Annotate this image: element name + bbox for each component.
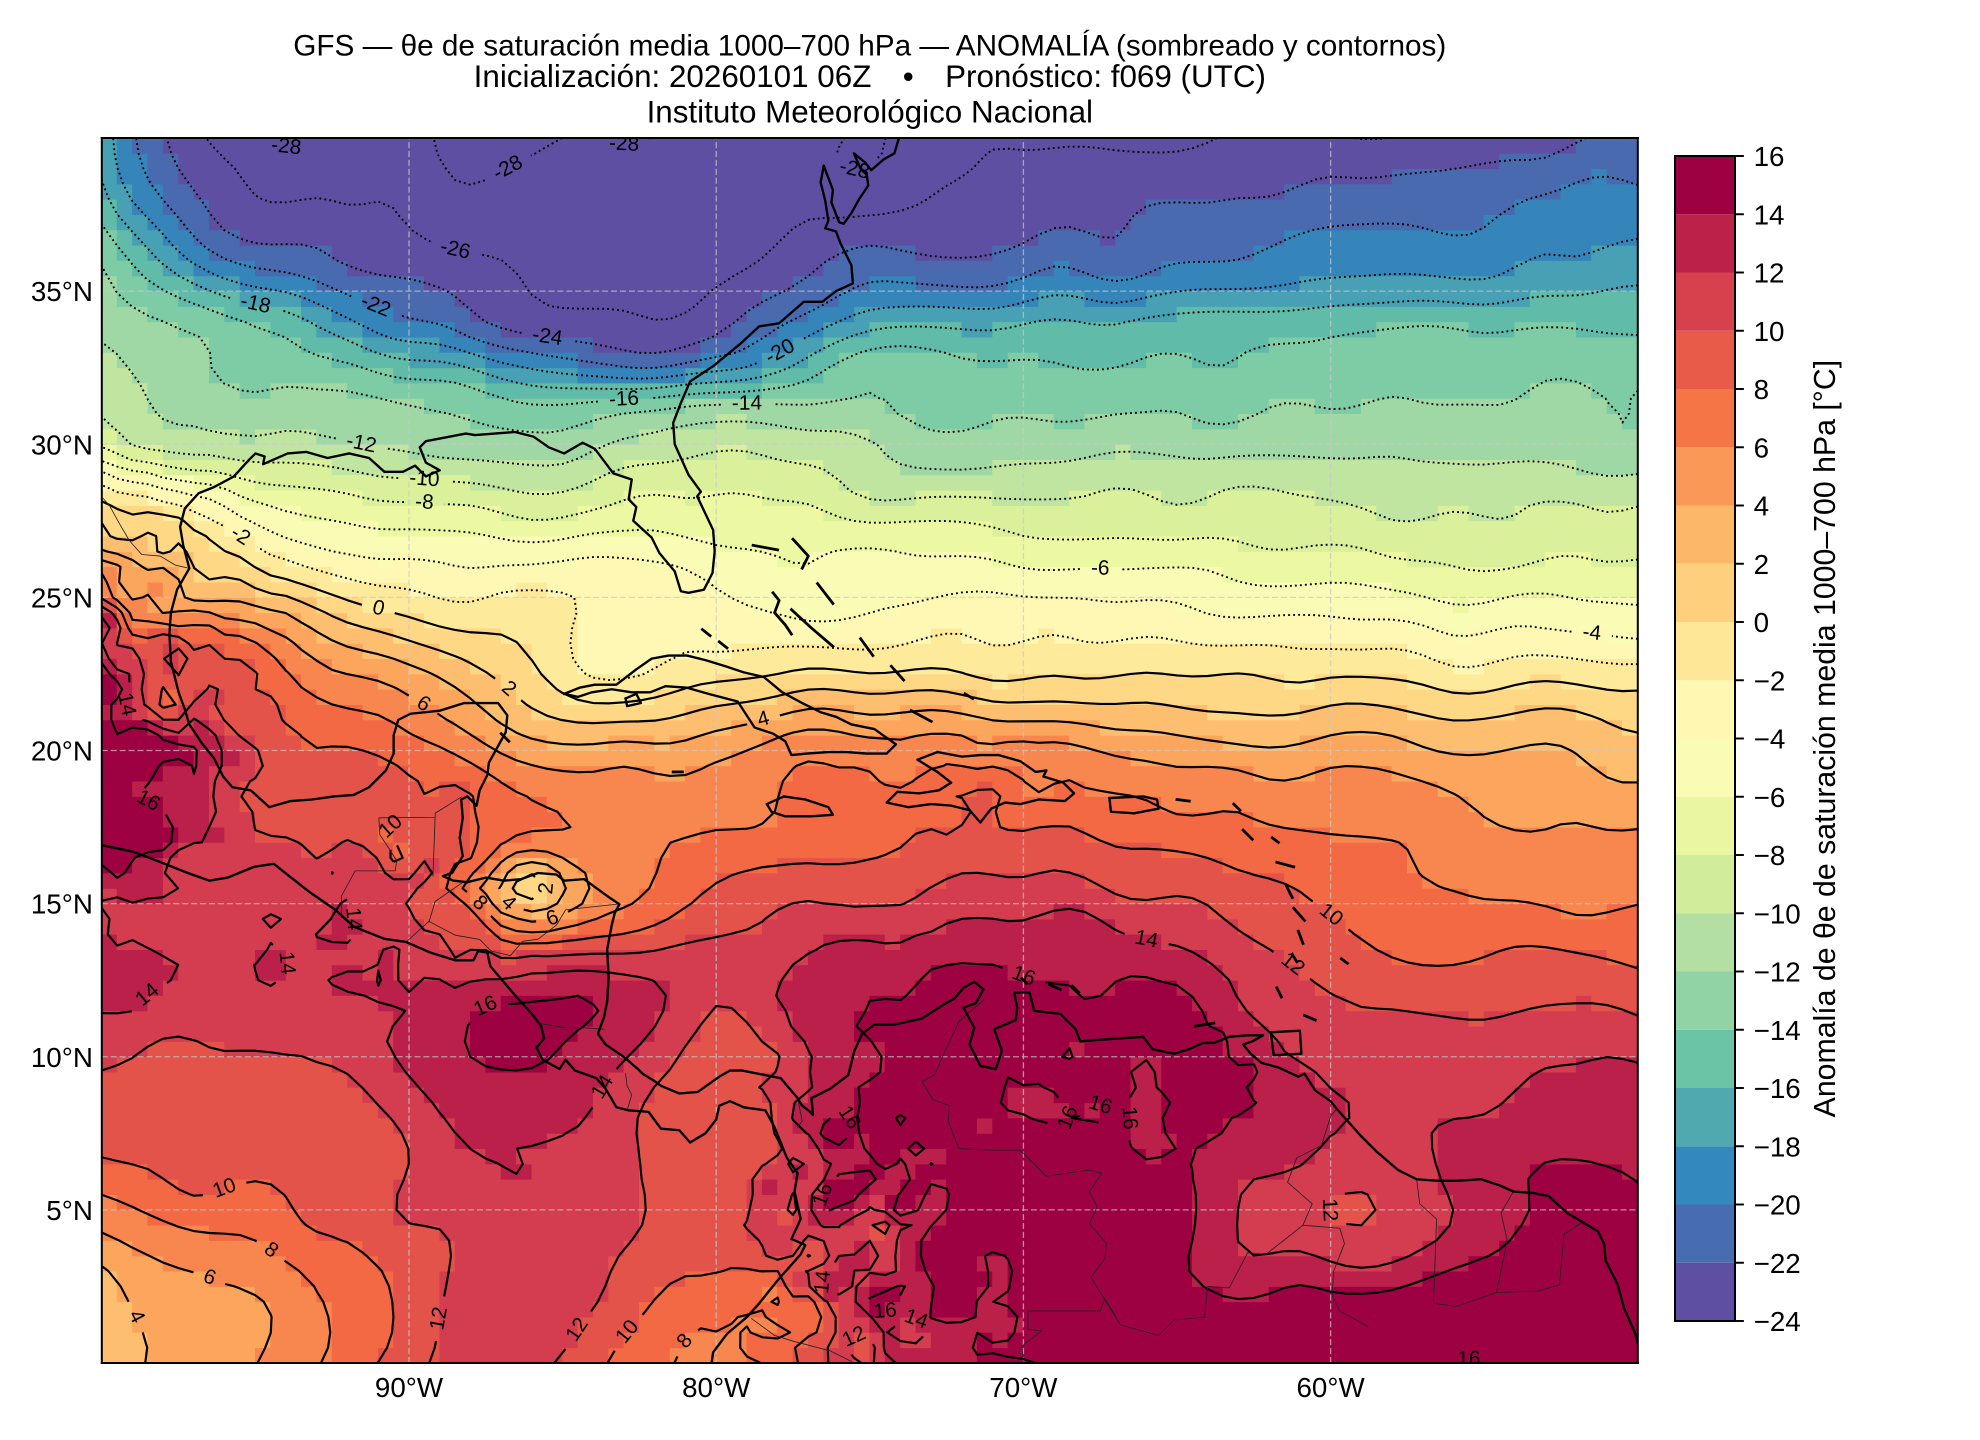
svg-text:20°N: 20°N — [31, 736, 93, 767]
svg-text:−12: −12 — [1754, 957, 1801, 988]
svg-text:35°N: 35°N — [31, 276, 93, 307]
svg-text:-14: -14 — [732, 391, 762, 414]
svg-text:10°N: 10°N — [31, 1042, 93, 1073]
svg-text:−8: −8 — [1754, 840, 1786, 871]
svg-text:80°W: 80°W — [682, 1372, 751, 1403]
svg-text:-28: -28 — [608, 131, 639, 155]
svg-text:−20: −20 — [1754, 1190, 1801, 1221]
svg-text:14: 14 — [1754, 199, 1785, 230]
svg-text:12: 12 — [1318, 1198, 1342, 1222]
svg-text:30°N: 30°N — [31, 429, 93, 460]
svg-text:−14: −14 — [1754, 1015, 1801, 1046]
svg-text:14: 14 — [810, 1269, 835, 1294]
svg-text:-8: -8 — [415, 490, 435, 514]
svg-text:4: 4 — [1754, 491, 1769, 522]
svg-text:−6: −6 — [1754, 782, 1786, 813]
svg-text:4: 4 — [755, 706, 772, 731]
svg-text:60°W: 60°W — [1296, 1372, 1365, 1403]
svg-text:-10: -10 — [409, 466, 441, 491]
svg-text:-12: -12 — [344, 429, 378, 458]
svg-text:Instituto Meteorológico Nacion: Instituto Meteorológico Nacional — [647, 95, 1093, 130]
svg-text:-24: -24 — [531, 323, 564, 350]
svg-text:70°W: 70°W — [989, 1372, 1058, 1403]
svg-text:2: 2 — [534, 881, 558, 895]
svg-text:-4: -4 — [1581, 620, 1602, 645]
svg-text:12: 12 — [1754, 258, 1785, 289]
svg-text:-6: -6 — [1091, 556, 1110, 579]
svg-text:5°N: 5°N — [46, 1195, 93, 1226]
svg-text:16: 16 — [873, 1298, 898, 1323]
svg-text:−2: −2 — [1754, 665, 1786, 696]
svg-text:16: 16 — [1754, 141, 1785, 172]
svg-text:2: 2 — [1754, 549, 1769, 580]
svg-text:−18: −18 — [1754, 1131, 1801, 1162]
svg-text:12: 12 — [425, 1305, 452, 1332]
svg-text:−24: −24 — [1754, 1306, 1801, 1337]
svg-text:GFS — θe de saturación media 1: GFS — θe de saturación media 1000–700 hP… — [293, 29, 1446, 62]
svg-text:14: 14 — [113, 691, 140, 718]
svg-text:−4: −4 — [1754, 724, 1786, 755]
svg-text:16: 16 — [1117, 1106, 1142, 1131]
svg-text:Inicialización: 20260101 06Z: Inicialización: 20260101 06Z • Pronóstic… — [474, 59, 1266, 94]
svg-text:8: 8 — [1754, 374, 1769, 405]
svg-text:−22: −22 — [1754, 1248, 1801, 1279]
svg-text:16: 16 — [1457, 1347, 1480, 1370]
svg-text:−10: −10 — [1754, 898, 1801, 929]
svg-text:14: 14 — [341, 906, 366, 931]
svg-text:90°W: 90°W — [375, 1372, 444, 1403]
svg-text:Anomalía de θe de saturación m: Anomalía de θe de saturación media 1000–… — [1809, 360, 1842, 1117]
svg-text:25°N: 25°N — [31, 582, 93, 613]
svg-text:14: 14 — [1133, 926, 1160, 953]
svg-text:15°N: 15°N — [31, 889, 93, 920]
svg-text:-28: -28 — [270, 133, 302, 159]
svg-text:−16: −16 — [1754, 1073, 1801, 1104]
svg-text:14: 14 — [275, 950, 300, 975]
svg-text:0: 0 — [370, 595, 387, 620]
svg-text:0: 0 — [1754, 607, 1769, 638]
svg-text:-16: -16 — [608, 386, 639, 411]
svg-text:10: 10 — [1754, 316, 1785, 347]
svg-text:6: 6 — [1754, 432, 1769, 463]
